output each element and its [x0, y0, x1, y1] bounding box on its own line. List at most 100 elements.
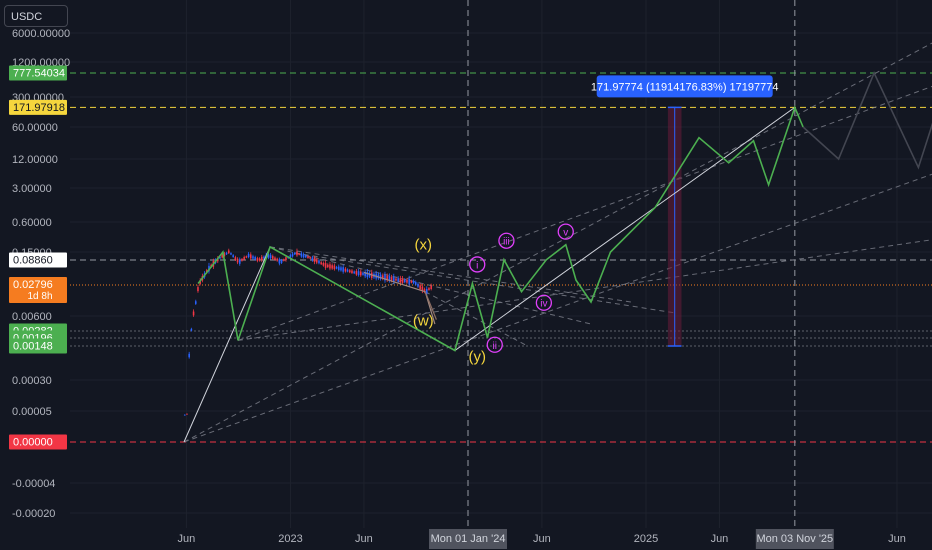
x-tick-label-3: Jun — [533, 533, 551, 545]
orange-arrow-path — [424, 291, 437, 320]
candle-body-33 — [256, 258, 259, 261]
grid-layer — [70, 0, 932, 528]
candle-body-3 — [190, 328, 193, 331]
price-badge-0 — [9, 65, 67, 81]
symbol-search-box[interactable]: USDC — [4, 5, 68, 27]
candle-body-50 — [293, 252, 296, 255]
gray-projection-path — [802, 71, 932, 170]
x-crosshair-label-1: Mon 03 Nov '25 — [756, 533, 833, 545]
wave-label-1: (w) — [413, 313, 434, 330]
candle-body-97 — [397, 278, 399, 282]
y-tick-label-0: 6000.00000 — [12, 28, 70, 40]
candle-body-82 — [364, 271, 366, 277]
candle-body-48 — [289, 254, 292, 258]
candle-body-103 — [410, 280, 413, 283]
candle-body-91 — [384, 274, 386, 281]
measure-tool[interactable]: 171.97774 (11914176.83%) 17197774 — [591, 75, 779, 347]
candle-body-94 — [390, 276, 393, 281]
candle-body-63 — [322, 263, 325, 266]
measure-label-text: 171.97774 (11914176.83%) 17197774 — [591, 81, 779, 93]
candle-body-111 — [428, 288, 430, 291]
candle-body-30 — [249, 254, 252, 259]
candle-body-102 — [408, 278, 410, 285]
candle-body-80 — [359, 271, 362, 276]
candle-body-39 — [269, 254, 272, 259]
candle-body-109 — [423, 289, 426, 293]
wave-label-circle-5 — [498, 232, 515, 249]
price-badge-2 — [9, 252, 67, 268]
candle-body-22 — [232, 255, 234, 258]
wave-label-3: i — [476, 260, 478, 271]
candle-body-36 — [263, 256, 265, 259]
candle-body-19 — [225, 252, 228, 255]
candle-body-18 — [223, 253, 226, 257]
price-badge-label-2: 0.08860 — [13, 255, 53, 267]
wave-label-6: iv — [540, 299, 547, 310]
candle-body-93 — [388, 276, 391, 281]
candle-body-64 — [324, 263, 327, 268]
x-tick-label-6: Jun — [888, 533, 906, 545]
candle-body-78 — [355, 271, 358, 275]
candle-body-74 — [346, 269, 349, 272]
candle-body-42 — [276, 258, 278, 261]
trendline-6 — [294, 252, 675, 314]
candle-body-28 — [245, 256, 248, 258]
candle-body-24 — [236, 258, 239, 263]
wave-label-4: ii — [493, 341, 497, 352]
candle-body-23 — [234, 257, 237, 260]
candle-body-21 — [230, 253, 232, 255]
candle-body-75 — [348, 270, 351, 273]
candle-body-112 — [430, 285, 432, 289]
candle-body-98 — [399, 278, 402, 283]
x-crosshair-label-0: Mon 01 Jan '24 — [431, 533, 506, 545]
price-badge-6 — [9, 338, 67, 354]
trendline-5 — [269, 246, 632, 303]
candle-body-41 — [274, 257, 276, 260]
trendline-2 — [237, 85, 932, 341]
wave-label-circle-4 — [486, 336, 503, 353]
candle-body-67 — [331, 265, 333, 269]
measure-label-badge — [596, 75, 773, 98]
candle-body-57 — [309, 257, 311, 259]
price-badge-label-1: 171.97918 — [13, 102, 65, 114]
trendline-7 — [424, 291, 528, 347]
x-axis[interactable]: Jun 2023 Jun Jun 2025 Jun Jun Mon 01 Jan '24 Mon… — [178, 529, 906, 549]
candle-body-62 — [320, 262, 322, 265]
candle-body-38 — [267, 253, 270, 258]
y-axis[interactable]: 6000.000001200.00000300.0000060.0000012.… — [12, 28, 70, 520]
candle-body-44 — [280, 260, 283, 263]
price-badge-label-6: 0.00148 — [13, 341, 53, 353]
candle-body-5 — [194, 301, 197, 304]
candle-body-16 — [219, 256, 221, 259]
candle-body-76 — [351, 270, 353, 274]
candle-body-4 — [192, 311, 195, 316]
candle-body-6 — [197, 287, 199, 292]
candle-body-60 — [315, 259, 318, 263]
candle-body-107 — [419, 285, 421, 290]
wave-label-0: (x) — [415, 236, 433, 253]
candle-body-77 — [353, 271, 355, 274]
candle-body-52 — [298, 253, 300, 255]
green-wave-path — [197, 105, 804, 352]
candle-body-31 — [252, 256, 254, 259]
candle-body-99 — [401, 278, 404, 283]
x-crosshair-badge-0 — [429, 529, 507, 549]
x-crosshair-badge-1 — [755, 529, 834, 549]
x-tick-label-5: Jun — [711, 533, 729, 545]
candle-body-61 — [318, 260, 320, 264]
candle-body-32 — [254, 257, 256, 260]
candle-body-49 — [291, 253, 294, 257]
candle-body-51 — [296, 251, 298, 256]
trendlines-layer — [70, 0, 932, 528]
candle-body-92 — [386, 275, 388, 281]
wave-label-5: iii — [503, 237, 510, 248]
candle-body-105 — [414, 282, 417, 285]
y-tick-label-3: 60.00000 — [12, 122, 58, 134]
candle-body-35 — [260, 256, 263, 261]
candle-body-40 — [271, 256, 274, 259]
candle-body-81 — [362, 272, 364, 275]
candle-body-29 — [247, 253, 250, 258]
candle-body-73 — [344, 268, 347, 272]
y-tick-label-8: 0.00600 — [12, 311, 52, 323]
